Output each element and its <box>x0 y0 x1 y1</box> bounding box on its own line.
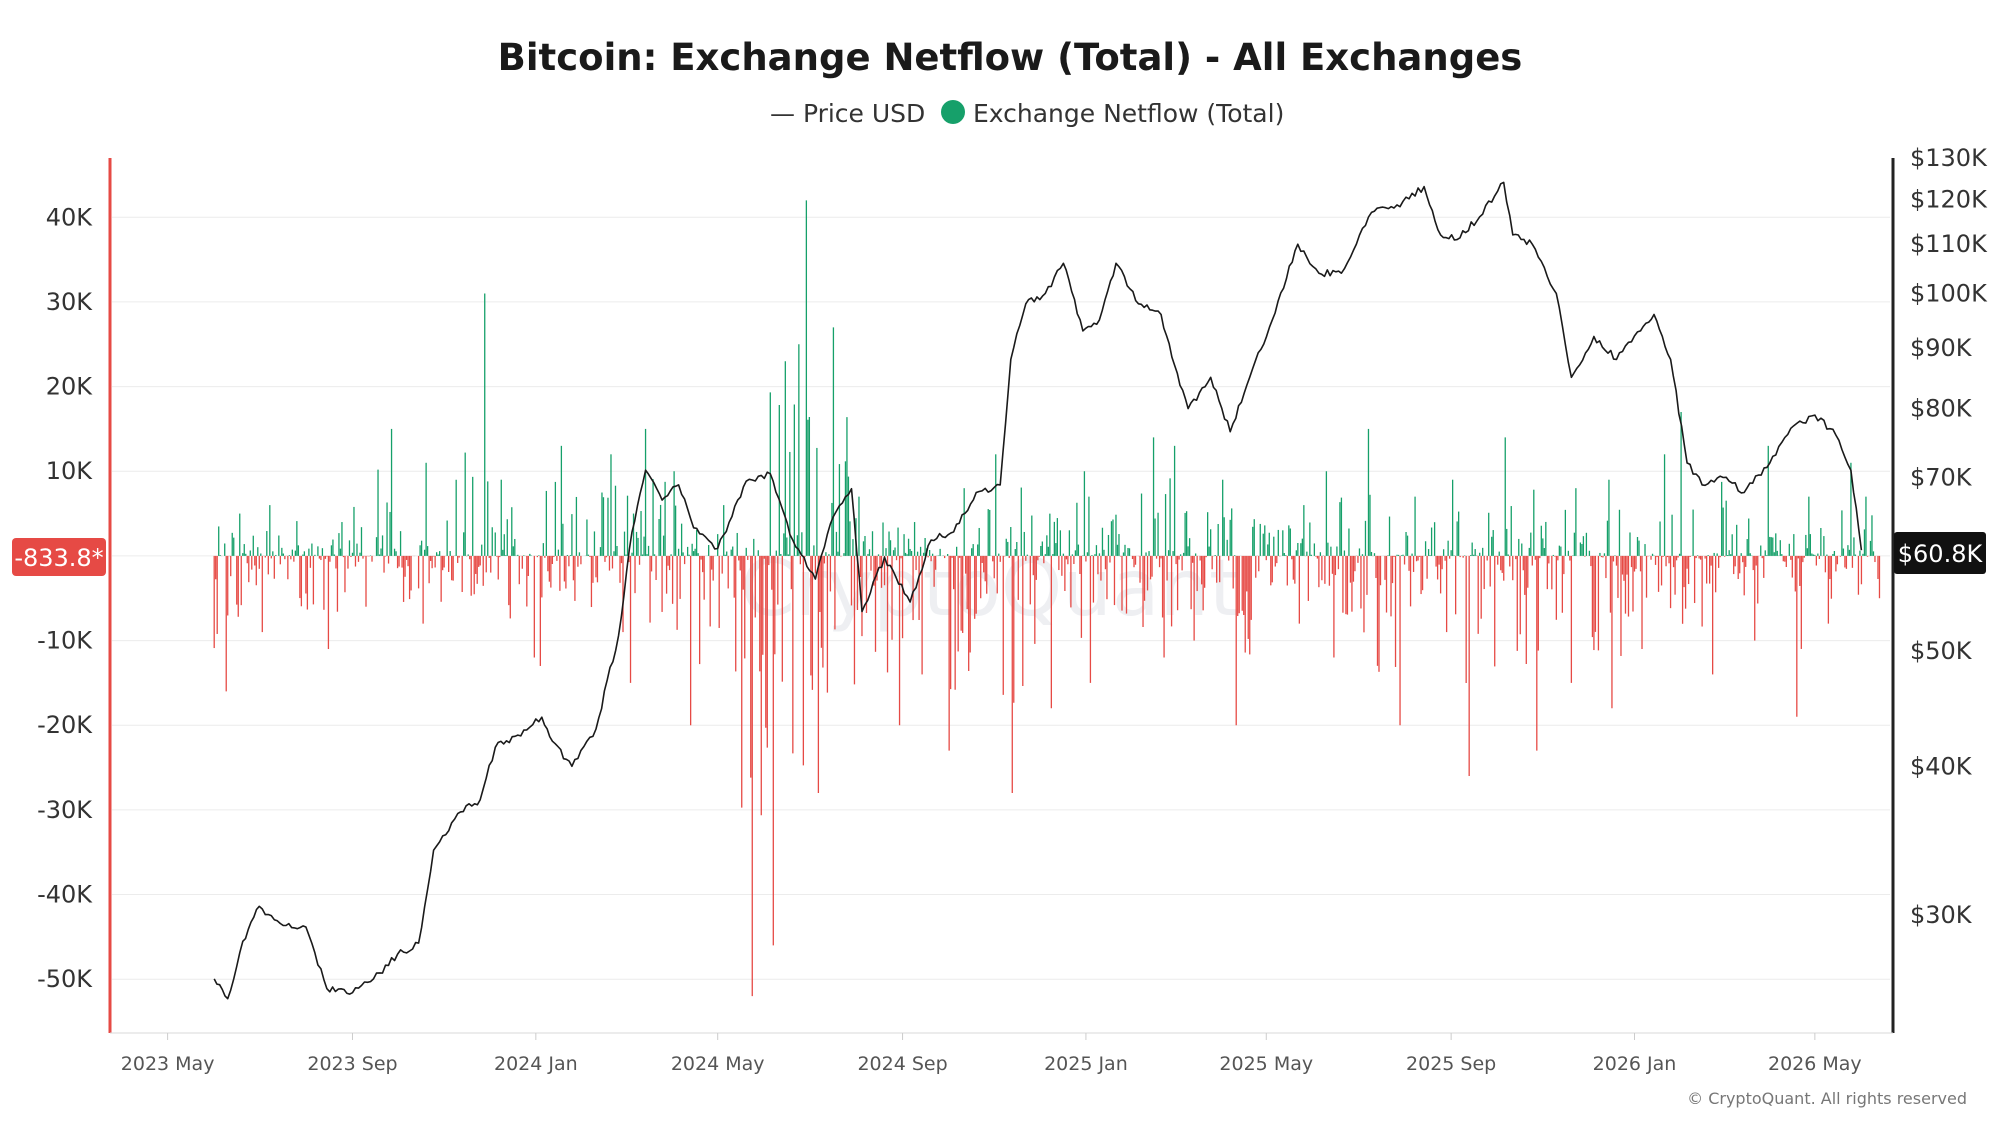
left-tick-label: 40K <box>46 203 94 231</box>
right-tick-label: $100K <box>1910 279 1988 307</box>
x-tick-label: 2024 Sep <box>857 1053 947 1075</box>
right-tick-label: $50K <box>1910 637 1973 665</box>
netflow-current-badge: -833.8* <box>12 538 106 576</box>
right-tick-label: $30K <box>1910 901 1973 929</box>
legend-item-price[interactable]: — Price USD <box>770 99 925 128</box>
x-tick-label: 2026 May <box>1768 1053 1862 1075</box>
price-current-badge: $60.8K <box>1894 532 1986 574</box>
right-tick-label: $40K <box>1910 752 1973 780</box>
x-tick-label: 2025 Sep <box>1406 1053 1496 1075</box>
left-tick-label: 10K <box>46 457 94 485</box>
left-tick-label: -50K <box>37 965 93 993</box>
price-current-value: $60.8K <box>1898 540 1984 568</box>
watermark: CryptoQuant <box>740 544 1239 634</box>
right-tick-label: $120K <box>1910 185 1988 213</box>
gridlines <box>112 216 1890 980</box>
right-tick-label: $130K <box>1910 144 1988 172</box>
x-tick-label: 2023 May <box>121 1053 215 1075</box>
left-tick-label: 20K <box>46 373 94 401</box>
price-line <box>213 181 1863 1000</box>
chart-title: Bitcoin: Exchange Netflow (Total) - All … <box>498 36 1523 79</box>
copyright-notice: © CryptoQuant. All rights reserved <box>1687 1089 1967 1108</box>
left-tick-label: -40K <box>37 881 93 909</box>
right-tick-label: $110K <box>1910 230 1988 258</box>
legend: — Price USD Exchange Netflow (Total) <box>770 99 1284 128</box>
left-tick-label: -20K <box>37 711 93 739</box>
left-axis-ticks: 40K 30K 20K 10K -10K -20K -30K -40K -50K <box>37 203 93 993</box>
x-tick-label: 2025 May <box>1219 1053 1313 1075</box>
left-tick-label: 30K <box>46 288 94 316</box>
x-axis-ticks: 2023 May 2023 Sep 2024 Jan 2024 May 2024 Sep… <box>121 1033 1862 1075</box>
legend-item-netflow[interactable]: Exchange Netflow (Total) <box>973 99 1284 128</box>
left-tick-label: -30K <box>37 796 93 824</box>
netflow-inflow-bars <box>218 200 1875 556</box>
x-tick-label: 2025 Jan <box>1044 1053 1128 1075</box>
netflow-current-value: -833.8* <box>14 544 103 572</box>
netflow-outflow-bars <box>213 555 1881 997</box>
right-tick-label: $90K <box>1910 334 1973 362</box>
x-tick-label: 2024 May <box>671 1053 765 1075</box>
netflow-legend-dot-icon <box>941 100 965 124</box>
x-tick-label: 2026 Jan <box>1593 1053 1677 1075</box>
right-tick-label: $80K <box>1910 395 1973 423</box>
left-tick-label: -10K <box>37 627 93 655</box>
x-tick-label: 2024 Jan <box>494 1053 578 1075</box>
right-tick-label: $70K <box>1910 464 1973 492</box>
right-axis-ticks: $130K $120K $110K $100K $90K $80K $70K $50K $40K… <box>1910 144 1988 929</box>
x-tick-label: 2023 Sep <box>307 1053 397 1075</box>
